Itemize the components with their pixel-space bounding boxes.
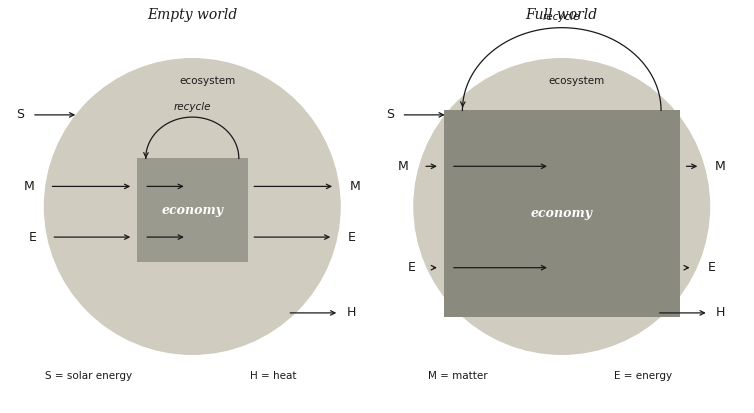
Text: S: S — [386, 108, 394, 121]
Text: M: M — [350, 180, 360, 193]
Circle shape — [414, 59, 710, 354]
Text: Empty world: Empty world — [147, 8, 238, 22]
Text: Full world: Full world — [526, 8, 598, 22]
Text: E: E — [408, 261, 416, 274]
Text: economy: economy — [161, 204, 223, 217]
Text: M: M — [715, 160, 726, 173]
Text: recycle: recycle — [543, 12, 581, 22]
Text: recycle: recycle — [173, 102, 211, 112]
Text: E: E — [348, 230, 356, 244]
Text: E = energy: E = energy — [614, 371, 672, 382]
Text: S = solar energy: S = solar energy — [45, 371, 133, 382]
Text: H: H — [716, 306, 725, 319]
Text: E: E — [707, 261, 716, 274]
Text: economy: economy — [531, 207, 593, 221]
Text: M: M — [397, 160, 409, 173]
Text: ecosystem: ecosystem — [548, 76, 605, 86]
Text: M: M — [24, 180, 35, 193]
Bar — [136, 159, 247, 262]
Text: S: S — [17, 108, 25, 121]
Text: ecosystem: ecosystem — [179, 76, 235, 86]
Bar — [443, 110, 680, 317]
Text: H = heat: H = heat — [250, 371, 297, 382]
Text: H: H — [347, 306, 356, 319]
Circle shape — [44, 59, 340, 354]
Text: E: E — [29, 230, 37, 244]
Text: M = matter: M = matter — [428, 371, 488, 382]
